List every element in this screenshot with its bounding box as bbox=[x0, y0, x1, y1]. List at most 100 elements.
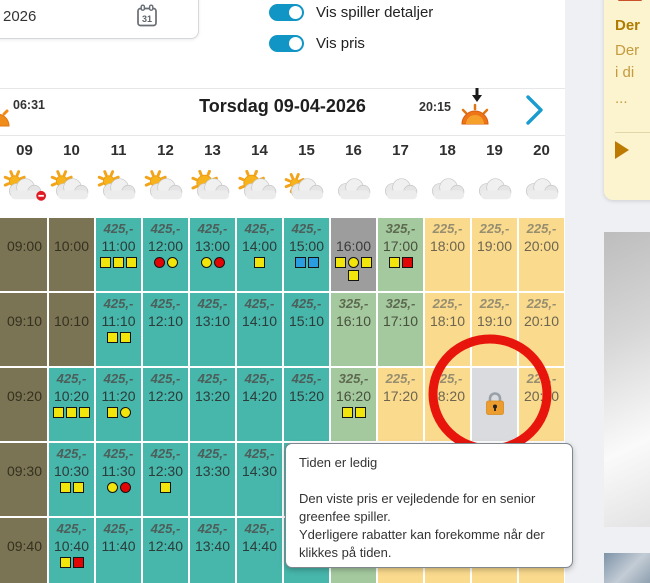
cell-time: 09:00 bbox=[6, 238, 43, 254]
day-title: Torsdag 09-04-2026 bbox=[199, 96, 366, 116]
tee-time-cell-1000: 10:00 bbox=[49, 218, 94, 291]
cutoff-cell-sliver bbox=[0, 518, 2, 583]
tee-time-cell-1520[interactable]: 425,- 15:20 bbox=[284, 368, 329, 441]
tee-time-cell-1620[interactable]: 325,- 16:20 bbox=[331, 368, 376, 441]
cell-time: 20:10 bbox=[523, 313, 560, 329]
player-markers bbox=[100, 257, 137, 268]
cell-time: 19:10 bbox=[476, 313, 513, 329]
hour-label-14: 14 bbox=[251, 142, 268, 159]
hour-label-18: 18 bbox=[439, 142, 456, 159]
tee-time-cell-1320[interactable]: 425,- 13:20 bbox=[190, 368, 235, 441]
tee-time-cell-1340[interactable]: 425,- 13:40 bbox=[190, 518, 235, 583]
tee-time-cell-1200[interactable]: 425,- 12:00 bbox=[143, 218, 188, 291]
cell-price: 425,- bbox=[244, 296, 275, 311]
tee-time-cell-1210[interactable]: 425,- 12:10 bbox=[143, 293, 188, 366]
tee-time-cell-1040[interactable]: 425,- 10:40 bbox=[49, 518, 94, 583]
sun-cloud-icon bbox=[143, 170, 188, 210]
tee-time-cell-2010[interactable]: 225,- 20:10 bbox=[519, 293, 564, 366]
tee-time-cell-1300[interactable]: 425,- 13:00 bbox=[190, 218, 235, 291]
tee-time-cell-1600[interactable]: 16:00 bbox=[331, 218, 376, 291]
hour-label-16: 16 bbox=[345, 142, 362, 159]
tee-time-cell-1610[interactable]: 325,- 16:10 bbox=[331, 293, 376, 366]
tee-time-cell-1110[interactable]: 425,- 11:10 bbox=[96, 293, 141, 366]
tee-time-cell-1130[interactable]: 425,- 11:30 bbox=[96, 443, 141, 516]
cell-time: 17:10 bbox=[382, 313, 419, 329]
tee-time-cell-1410[interactable]: 425,- 14:10 bbox=[237, 293, 282, 366]
cloud-icon bbox=[378, 170, 423, 210]
hour-label-19: 19 bbox=[486, 142, 503, 159]
cell-price bbox=[23, 370, 27, 387]
tee-time-cell-2000[interactable]: 225,- 20:00 bbox=[519, 218, 564, 291]
lock-icon bbox=[482, 389, 508, 422]
side-photo-bottom bbox=[604, 553, 650, 583]
tee-time-cell-1240[interactable]: 425,- 12:40 bbox=[143, 518, 188, 583]
cell-time: 16:00 bbox=[335, 238, 372, 254]
cell-price: 425,- bbox=[291, 221, 322, 236]
tee-time-cell-1440[interactable]: 425,- 14:40 bbox=[237, 518, 282, 583]
toggle-knob bbox=[289, 6, 302, 19]
cell-price: 425,- bbox=[197, 446, 228, 461]
player-marker-yellow-square bbox=[126, 257, 137, 268]
tee-time-cell-1800[interactable]: 225,- 18:00 bbox=[425, 218, 470, 291]
tee-time-cell-1700[interactable]: 325,- 17:00 bbox=[378, 218, 423, 291]
cell-time: 20:20 bbox=[523, 388, 560, 404]
toggle-vis-spiller-detaljer[interactable] bbox=[269, 4, 304, 21]
tee-time-cell-1020[interactable]: 425,- 10:20 bbox=[49, 368, 94, 441]
cell-price: 425,- bbox=[103, 521, 134, 536]
player-marker-yellow-square bbox=[119, 332, 131, 343]
toggle-vis-pris[interactable] bbox=[269, 35, 304, 52]
tee-time-cell-1710[interactable]: 325,- 17:10 bbox=[378, 293, 423, 366]
tee-grid: 09:00 10:00 425,- 11:00 425,- 12:00 425,- 13:0… bbox=[2, 218, 564, 583]
cell-time: 11:00 bbox=[101, 238, 136, 254]
side-photo-top bbox=[604, 232, 650, 527]
cell-price: 425,- bbox=[197, 296, 228, 311]
cell-time: 14:20 bbox=[241, 388, 278, 404]
tee-time-cell-1420[interactable]: 425,- 14:20 bbox=[237, 368, 282, 441]
tee-time-cell-1230[interactable]: 425,- 12:30 bbox=[143, 443, 188, 516]
weather-row bbox=[2, 170, 564, 210]
date-input[interactable]: 2026 31 bbox=[0, 0, 199, 39]
cell-price bbox=[352, 220, 356, 237]
tee-time-cell-1310[interactable]: 425,- 13:10 bbox=[190, 293, 235, 366]
info-card[interactable]: Der Der i di... bbox=[604, 0, 650, 200]
player-marker-yellow-circle bbox=[166, 257, 178, 268]
cell-time: 13:20 bbox=[194, 388, 231, 404]
tee-time-cell-1900[interactable]: 225,- 19:00 bbox=[472, 218, 517, 291]
cell-time: 11:30 bbox=[101, 463, 136, 479]
cloud-icon bbox=[519, 170, 564, 210]
tee-time-cell-1030[interactable]: 425,- 10:30 bbox=[49, 443, 94, 516]
cell-price: 225,- bbox=[479, 221, 510, 236]
tee-time-cell-1810[interactable]: 225,- 18:10 bbox=[425, 293, 470, 366]
tee-time-cell-1430[interactable]: 425,- 14:30 bbox=[237, 443, 282, 516]
sunrise-icon bbox=[0, 102, 14, 135]
tee-time-cell-1720[interactable]: 225,- 17:20 bbox=[378, 368, 423, 441]
tee-time-cell-1330[interactable]: 425,- 13:30 bbox=[190, 443, 235, 516]
player-markers bbox=[59, 482, 84, 493]
tee-time-cell-1820[interactable]: 225,- 18:20 bbox=[425, 368, 470, 441]
tee-time-cell-1500[interactable]: 425,- 15:00 bbox=[284, 218, 329, 291]
cell-time: 12:40 bbox=[147, 538, 184, 554]
cell-time: 19:00 bbox=[476, 238, 513, 254]
cell-price bbox=[23, 520, 27, 537]
tee-time-cell-1510[interactable]: 425,- 15:10 bbox=[284, 293, 329, 366]
tee-time-cell-1100[interactable]: 425,- 11:00 bbox=[96, 218, 141, 291]
player-marker-red-square bbox=[401, 257, 413, 268]
next-day-chevron-icon[interactable] bbox=[520, 92, 548, 133]
tee-time-cell-1910[interactable]: 225,- 19:10 bbox=[472, 293, 517, 366]
player-marker-red-circle bbox=[119, 482, 131, 493]
cell-time: 14:30 bbox=[241, 463, 278, 479]
toggle-row-spiller-detaljer: Vis spiller detaljer bbox=[269, 4, 433, 21]
cell-price: 225,- bbox=[526, 221, 557, 236]
tooltip-line: Den viste pris er vejledende for en seni… bbox=[299, 491, 536, 506]
calendar-icon[interactable]: 31 bbox=[135, 3, 159, 34]
tee-time-cell-1140[interactable]: 425,- 11:40 bbox=[96, 518, 141, 583]
cell-time: 09:10 bbox=[6, 313, 43, 329]
tee-time-cell-2020[interactable]: 225,- 20:20 bbox=[519, 368, 564, 441]
play-triangle-icon[interactable] bbox=[615, 141, 629, 159]
tee-time-cell-1220[interactable]: 425,- 12:20 bbox=[143, 368, 188, 441]
info-card-text: Der bbox=[615, 42, 640, 59]
tee-time-cell-1400[interactable]: 425,- 14:00 bbox=[237, 218, 282, 291]
sun-big-cloud-icon bbox=[190, 170, 235, 210]
cell-price bbox=[23, 445, 27, 462]
tee-time-cell-1120[interactable]: 425,- 11:20 bbox=[96, 368, 141, 441]
